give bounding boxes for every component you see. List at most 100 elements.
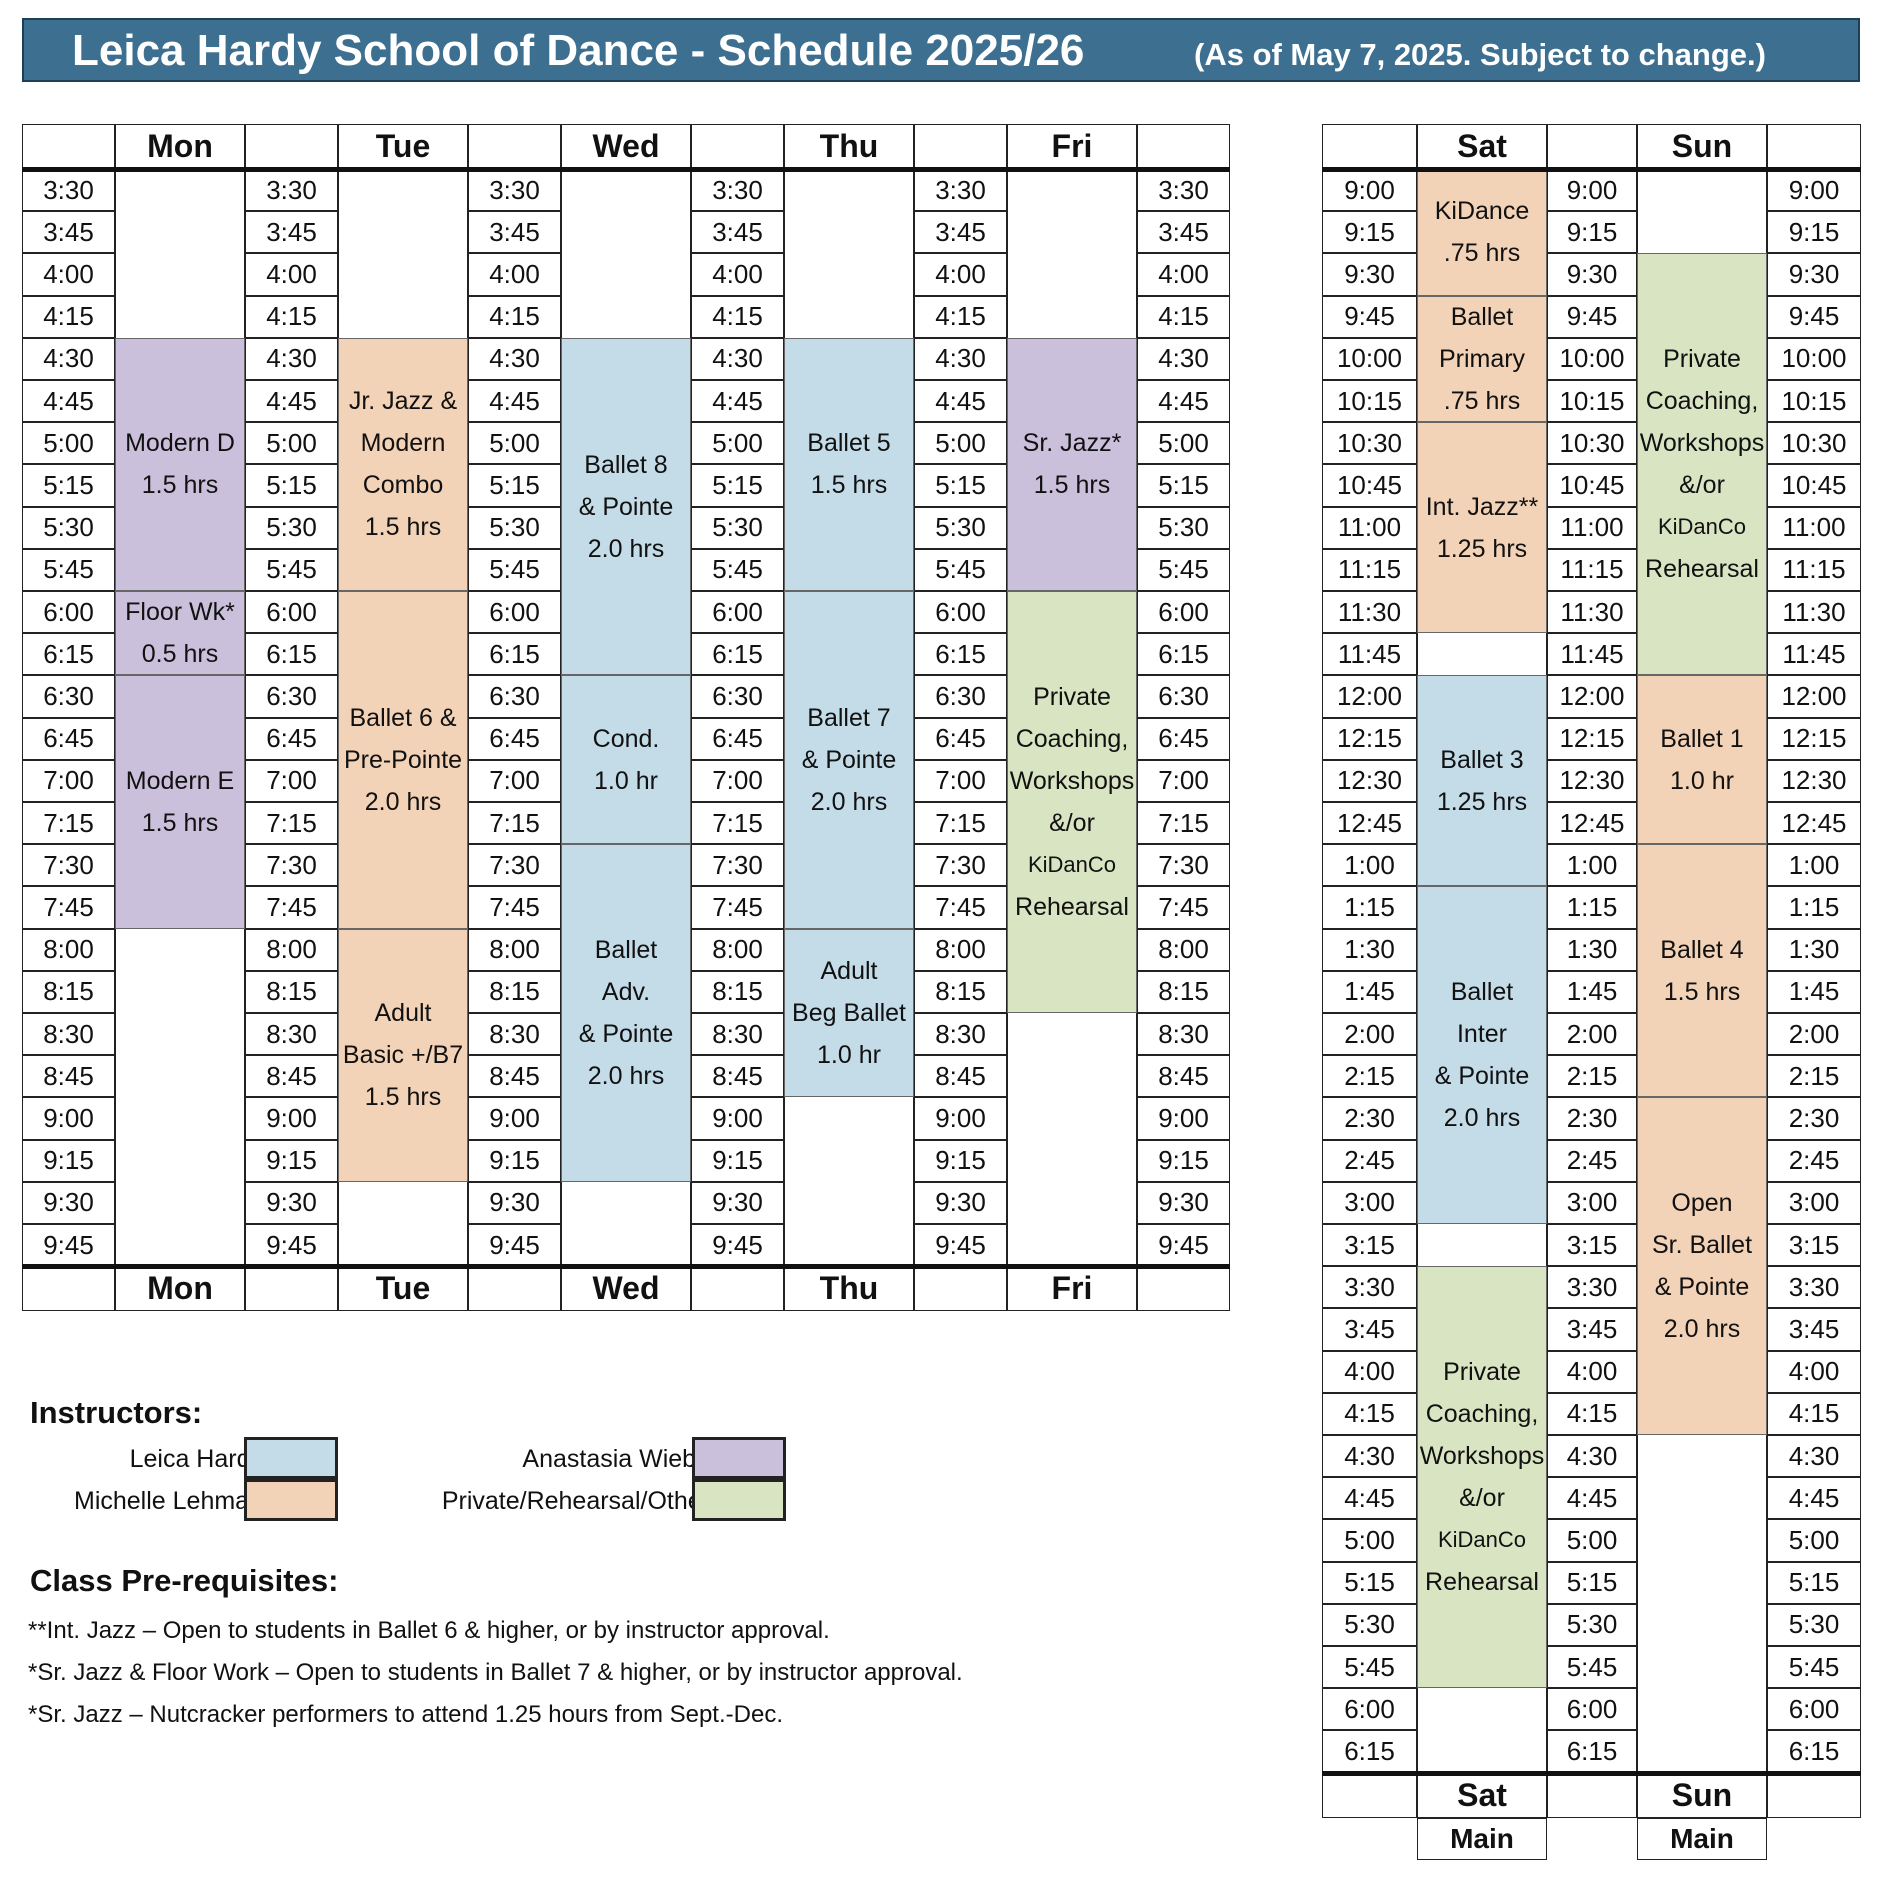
class-text: &/or	[1049, 809, 1095, 837]
time-cell: 6:15	[1547, 1730, 1637, 1773]
time-cell: 4:15	[914, 295, 1007, 338]
day-header: Thu	[784, 124, 914, 169]
prereqs-title: Class Pre-requisites:	[30, 1563, 339, 1598]
empty-slot	[784, 295, 914, 338]
time-cell: 3:30	[245, 169, 338, 212]
time-cell: 11:00	[1547, 506, 1637, 549]
legend-label-michelle: Michelle Lehman	[74, 1487, 263, 1515]
time-cell: 9:00	[1767, 169, 1861, 212]
prereq-note: **Int. Jazz – Open to students in Ballet…	[28, 1617, 830, 1644]
class-text: Sr. Ballet	[1651, 1231, 1753, 1260]
time-cell: 11:30	[1767, 591, 1861, 634]
time-cell: 9:45	[1322, 295, 1417, 338]
class-text: Private	[1663, 345, 1741, 374]
time-cell: 5:15	[914, 464, 1007, 507]
class-text: KiDance	[1434, 197, 1530, 226]
day-header: Sat	[1417, 124, 1547, 169]
time-cell: 4:00	[1322, 1350, 1417, 1393]
class-block: Floor Wk* 0.5 hrs	[115, 591, 245, 676]
time-cell: 6:15	[22, 633, 115, 676]
time-cell: 4:15	[1322, 1392, 1417, 1435]
class-text: Ballet 8	[584, 450, 668, 479]
time-cell: 11:45	[1322, 633, 1417, 676]
time-cell: 8:15	[691, 970, 784, 1013]
header-blank	[691, 124, 784, 169]
time-cell: 7:45	[245, 886, 338, 929]
time-cell: 5:15	[1547, 1561, 1637, 1604]
time-cell: 8:15	[468, 970, 561, 1013]
time-cell: 5:00	[468, 422, 561, 465]
class-text: 2.0 hrs	[587, 534, 665, 563]
empty-slot	[1007, 1139, 1137, 1182]
empty-slot	[115, 1013, 245, 1056]
time-cell: 1:30	[1547, 928, 1637, 971]
time-cell: 2:30	[1322, 1097, 1417, 1140]
time-cell: 12:45	[1322, 802, 1417, 845]
time-cell: 9:15	[691, 1139, 784, 1182]
time-cell: 8:30	[468, 1013, 561, 1056]
time-cell: 6:00	[468, 591, 561, 634]
time-cell: 5:45	[1547, 1646, 1637, 1689]
time-cell: 6:45	[1137, 717, 1230, 760]
legend-swatch-michelle	[244, 1479, 338, 1521]
time-cell: 6:00	[914, 591, 1007, 634]
time-cell: 11:15	[1322, 548, 1417, 591]
time-cell: 8:45	[691, 1055, 784, 1098]
time-cell: 9:30	[1547, 253, 1637, 296]
time-cell: 1:00	[1322, 844, 1417, 887]
class-text: Adult	[820, 956, 878, 985]
footer-divider	[22, 1264, 1230, 1270]
time-cell: 3:30	[1322, 1266, 1417, 1309]
time-cell: 7:15	[22, 802, 115, 845]
time-cell: 4:15	[22, 295, 115, 338]
time-cell: 10:30	[1547, 422, 1637, 465]
time-cell: 5:45	[468, 548, 561, 591]
time-cell: 4:45	[1767, 1477, 1861, 1520]
time-cell: 12:00	[1547, 675, 1637, 718]
footer-blank	[1322, 1772, 1417, 1818]
time-cell: 1:45	[1547, 970, 1637, 1013]
time-cell: 7:00	[914, 759, 1007, 802]
time-cell: 6:30	[1137, 675, 1230, 718]
time-cell: 6:00	[1767, 1688, 1861, 1731]
header-blank	[1137, 124, 1230, 169]
class-text: Beg Ballet	[792, 998, 906, 1027]
empty-slot	[338, 1181, 468, 1224]
time-cell: 5:30	[1767, 1603, 1861, 1646]
class-block: Ballet Inter & Pointe 2.0 hrs	[1417, 886, 1547, 1224]
time-cell: 9:00	[1547, 169, 1637, 212]
class-block: Ballet Adv. & Pointe 2.0 hrs	[561, 844, 691, 1182]
time-cell: 3:30	[22, 169, 115, 212]
time-cell: 4:45	[1547, 1477, 1637, 1520]
time-cell: 4:00	[691, 253, 784, 296]
time-cell: 3:30	[468, 169, 561, 212]
class-text: &/or	[1679, 471, 1725, 500]
time-cell: 4:30	[468, 337, 561, 380]
class-block: Open Sr. Ballet & Pointe 2.0 hrs	[1637, 1097, 1767, 1435]
time-cell: 6:00	[1137, 591, 1230, 634]
time-cell: 9:00	[1322, 169, 1417, 212]
class-block: Ballet 5 1.5 hrs	[784, 337, 914, 591]
time-cell: 5:00	[245, 422, 338, 465]
footer-blank	[468, 1266, 561, 1312]
time-cell: 5:15	[1137, 464, 1230, 507]
header-blank	[914, 124, 1007, 169]
time-cell: 10:45	[1767, 464, 1861, 507]
time-cell: 7:00	[691, 759, 784, 802]
class-text: Ballet	[1450, 978, 1514, 1007]
header-blank	[1767, 124, 1861, 169]
class-text: 1.5 hrs	[1663, 977, 1741, 1006]
time-cell: 8:00	[914, 928, 1007, 971]
time-cell: 3:00	[1767, 1181, 1861, 1224]
time-cell: 5:00	[1767, 1519, 1861, 1562]
legend-title: Instructors:	[30, 1395, 203, 1430]
time-cell: 6:30	[691, 675, 784, 718]
class-block: Private Coaching, Workshops &/or KiDanCo Rehe…	[1417, 1266, 1547, 1689]
class-text: Int. Jazz**	[1425, 492, 1539, 521]
page-title: Leica Hardy School of Dance - Schedule 2…	[72, 26, 1085, 75]
prereq-note: *Sr. Jazz – Nutcracker performers to att…	[28, 1701, 783, 1728]
time-cell: 12:30	[1547, 759, 1637, 802]
class-text: 1.25 hrs	[1436, 534, 1528, 563]
time-cell: 5:00	[914, 422, 1007, 465]
time-cell: 3:30	[1137, 169, 1230, 212]
